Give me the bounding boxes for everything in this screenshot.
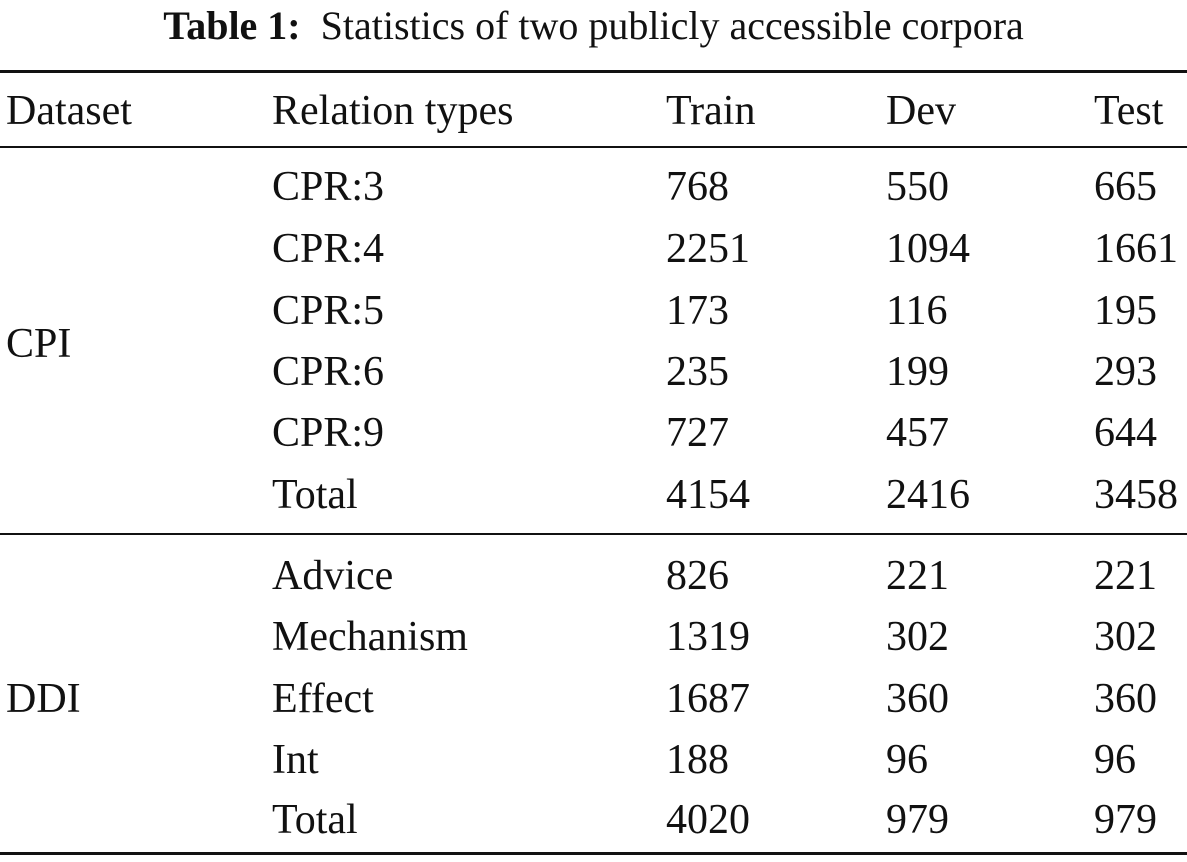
cpi-row-3-dev: 116 <box>886 288 948 334</box>
ddi-row-3-type: Effect <box>272 676 374 722</box>
cpi-total-train: 4154 <box>666 472 750 518</box>
cpi-row-2-test: 1661 <box>1094 226 1178 272</box>
ddi-total-type: Total <box>272 797 358 843</box>
ddi-row-1-type: Advice <box>272 553 394 599</box>
header-train: Train <box>666 88 756 134</box>
cpi-total-dev: 2416 <box>886 472 970 518</box>
ddi-row-3-test: 360 <box>1094 676 1157 722</box>
ddi-row-4-dev: 96 <box>886 737 928 783</box>
ddi-row-3-train: 1687 <box>666 676 750 722</box>
cpi-row-1-type: CPR:3 <box>272 164 385 210</box>
ddi-row-2-dev: 302 <box>886 614 949 660</box>
top-rule <box>0 70 1187 73</box>
dataset-ddi: DDI <box>6 676 81 722</box>
ddi-row-4-type: Int <box>272 737 319 783</box>
header-rule <box>0 146 1187 148</box>
cpi-row-2-type: CPR:4 <box>272 226 385 272</box>
cpi-row-1-dev: 550 <box>886 164 949 210</box>
cpi-row-3-test: 195 <box>1094 288 1157 334</box>
dataset-cpi: CPI <box>6 321 72 367</box>
header-relation-types: Relation types <box>272 88 514 134</box>
ddi-row-4-test: 96 <box>1094 737 1136 783</box>
cpi-row-5-test: 644 <box>1094 410 1157 456</box>
header-dataset: Dataset <box>6 88 132 134</box>
header-test: Test <box>1094 88 1164 134</box>
cpi-row-5-train: 727 <box>666 410 729 456</box>
cpi-row-3-type: CPR:5 <box>272 288 385 334</box>
cpi-row-1-test: 665 <box>1094 164 1157 210</box>
group-separator-rule <box>0 533 1187 535</box>
cpi-row-5-dev: 457 <box>886 410 949 456</box>
ddi-row-1-dev: 221 <box>886 553 949 599</box>
ddi-row-2-type: Mechanism <box>272 614 468 660</box>
cpi-row-5-type: CPR:9 <box>272 410 385 456</box>
cpi-total-type: Total <box>272 472 358 518</box>
cpi-row-2-train: 2251 <box>666 226 750 272</box>
ddi-total-test: 979 <box>1094 797 1157 843</box>
ddi-row-1-test: 221 <box>1094 553 1157 599</box>
cpi-row-4-test: 293 <box>1094 349 1157 395</box>
bottom-rule <box>0 852 1187 855</box>
cpi-row-4-dev: 199 <box>886 349 949 395</box>
header-dev: Dev <box>886 88 956 134</box>
cpi-row-4-train: 235 <box>666 349 729 395</box>
caption-label: Table 1: <box>163 3 301 48</box>
ddi-row-2-train: 1319 <box>666 614 750 660</box>
cpi-total-test: 3458 <box>1094 472 1178 518</box>
ddi-row-2-test: 302 <box>1094 614 1157 660</box>
table-caption: Table 1: Statistics of two publicly acce… <box>0 0 1187 52</box>
cpi-row-4-type: CPR:6 <box>272 349 385 395</box>
caption-text: Statistics of two publicly accessible co… <box>320 3 1024 48</box>
ddi-row-1-train: 826 <box>666 553 729 599</box>
ddi-total-train: 4020 <box>666 797 750 843</box>
cpi-row-3-train: 173 <box>666 288 729 334</box>
cpi-row-1-train: 768 <box>666 164 729 210</box>
ddi-row-3-dev: 360 <box>886 676 949 722</box>
ddi-total-dev: 979 <box>886 797 949 843</box>
cpi-row-2-dev: 1094 <box>886 226 970 272</box>
ddi-row-4-train: 188 <box>666 737 729 783</box>
